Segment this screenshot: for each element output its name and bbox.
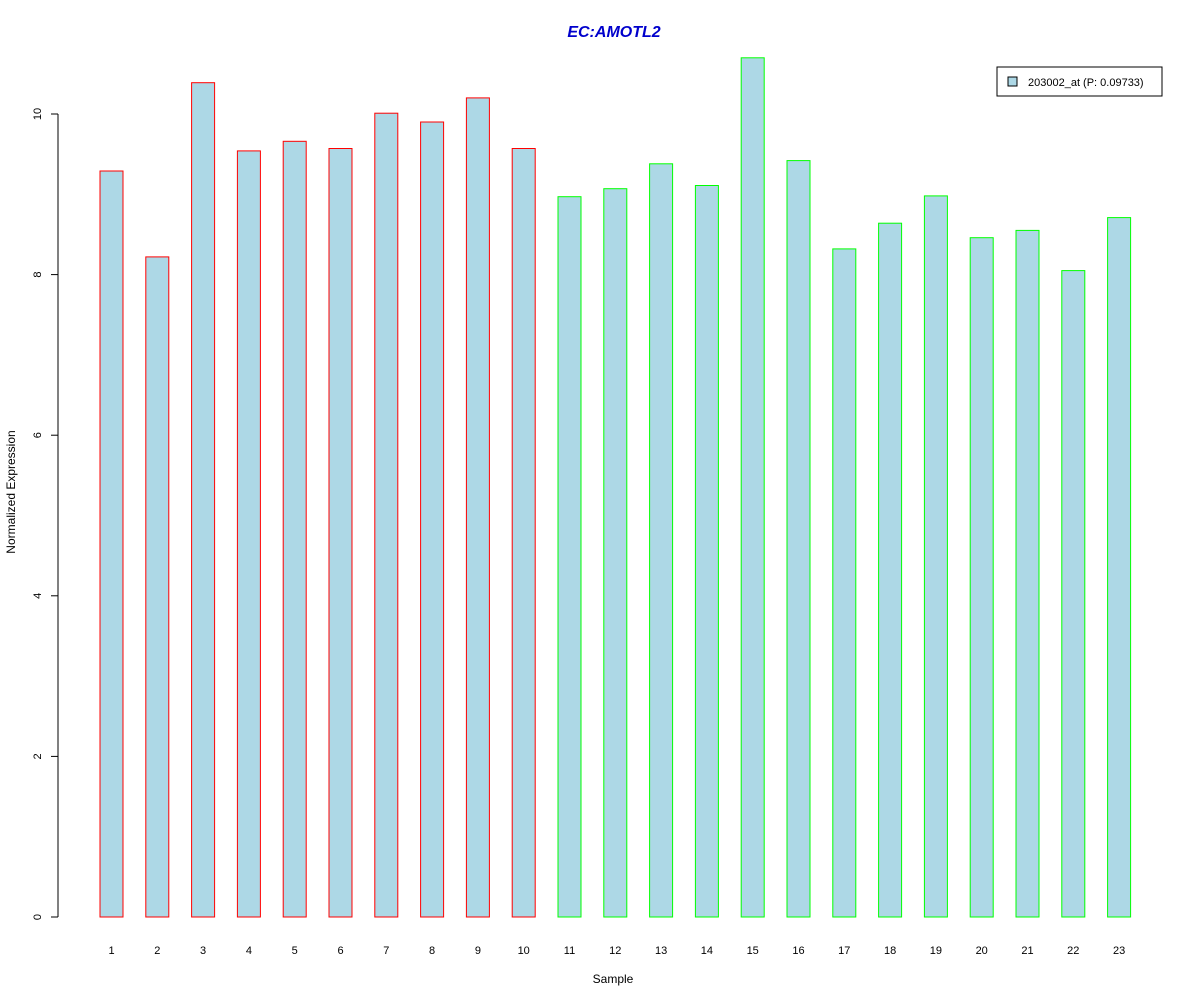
bar-sample-3 — [191, 82, 216, 918]
x-tick-label-14: 14 — [701, 945, 713, 957]
bar-sample-20 — [969, 237, 994, 918]
x-tick-label-12: 12 — [609, 945, 621, 957]
x-tick-label-4: 4 — [246, 945, 252, 957]
bar-sample-6 — [328, 148, 353, 918]
bar-sample-16 — [786, 160, 811, 918]
x-tick-label-18: 18 — [884, 945, 896, 957]
x-tick-labels: 1 2 3 4 5 6 7 8 9 10 11 12 13 14 15 16 17 18 19 20 21 22 23 — [108, 945, 1125, 957]
x-tick-label-22: 22 — [1067, 945, 1079, 957]
y-tick-label: 2 — [32, 753, 44, 759]
x-tick-label-5: 5 — [292, 945, 298, 957]
bars-group — [99, 57, 1132, 918]
bar-sample-5 — [282, 140, 307, 918]
bar-sample-22 — [1061, 270, 1086, 918]
x-tick-label-6: 6 — [337, 945, 343, 957]
bar-sample-7 — [374, 112, 399, 918]
y-axis: 0 2 4 6 8 10 — [32, 108, 59, 920]
bar-sample-18 — [878, 222, 903, 918]
x-tick-label-1: 1 — [108, 945, 114, 957]
bar-sample-12 — [603, 188, 628, 918]
bar-sample-21 — [1015, 229, 1040, 918]
bar-sample-2 — [145, 256, 170, 918]
x-tick-label-2: 2 — [154, 945, 160, 957]
bar-sample-19 — [923, 195, 948, 918]
y-tick-label: 0 — [32, 914, 44, 920]
bar-sample-17 — [832, 248, 857, 918]
y-axis-label: Normalized Expression — [4, 430, 18, 553]
x-tick-label-10: 10 — [518, 945, 530, 957]
x-tick-label-9: 9 — [475, 945, 481, 957]
bar-sample-1 — [99, 170, 124, 918]
x-tick-label-19: 19 — [930, 945, 942, 957]
legend-entry: 203002_at (P: 0.09733) — [1028, 77, 1144, 89]
x-tick-label-21: 21 — [1021, 945, 1033, 957]
y-tick-label: 4 — [32, 593, 44, 599]
bar-sample-23 — [1107, 217, 1132, 918]
bar-sample-13 — [649, 163, 674, 918]
bar-sample-8 — [420, 121, 445, 918]
bar-sample-15 — [740, 57, 765, 918]
y-tick-label: 10 — [32, 108, 44, 120]
x-tick-label-3: 3 — [200, 945, 206, 957]
x-tick-label-16: 16 — [792, 945, 804, 957]
legend: 203002_at (P: 0.09733) — [996, 66, 1163, 97]
bar-sample-10 — [511, 148, 536, 918]
x-tick-label-7: 7 — [383, 945, 389, 957]
legend-swatch — [1007, 76, 1018, 87]
x-tick-label-15: 15 — [747, 945, 759, 957]
x-tick-label-17: 17 — [838, 945, 850, 957]
y-tick-label: 6 — [32, 432, 44, 438]
x-tick-label-8: 8 — [429, 945, 435, 957]
bar-sample-9 — [465, 97, 490, 918]
bar-sample-14 — [694, 185, 719, 918]
x-tick-label-11: 11 — [564, 945, 575, 957]
x-tick-label-13: 13 — [655, 945, 667, 957]
y-tick-label: 8 — [32, 272, 44, 278]
legend-box — [996, 66, 1163, 97]
bar-sample-11 — [557, 196, 582, 918]
bar-sample-4 — [236, 150, 261, 918]
chart-title: EC:AMOTL2 — [567, 24, 660, 41]
x-tick-label-23: 23 — [1113, 945, 1125, 957]
x-axis-label: Sample — [593, 972, 634, 986]
x-tick-label-20: 20 — [976, 945, 988, 957]
